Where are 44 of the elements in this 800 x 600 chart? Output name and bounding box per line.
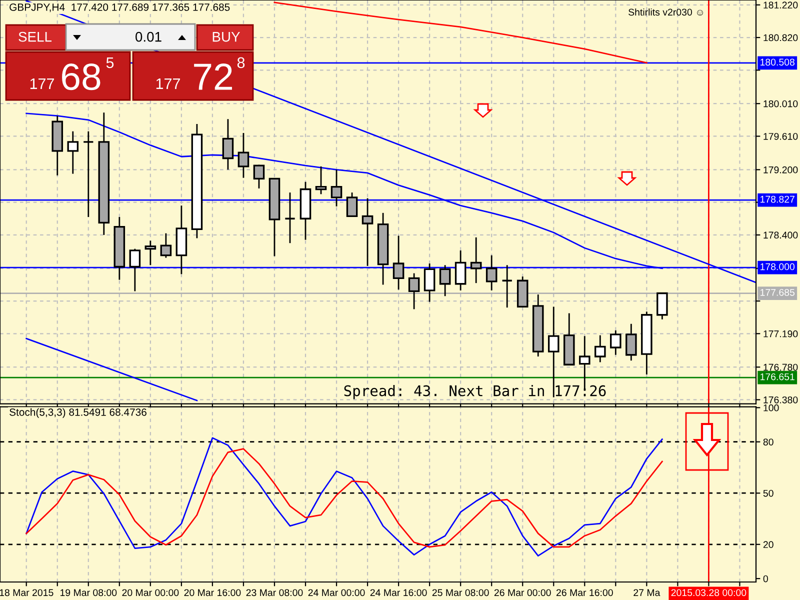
ref-line-label: 177.685 [760, 288, 795, 296]
y-tick-label: 176.780 [764, 364, 798, 371]
annotation: Shtirlits v2r030 ☺ [628, 8, 703, 16]
y-tick-label: 180.820 [764, 34, 798, 42]
y-tick-label: 0 [763, 575, 768, 582]
y-tick-label: 178.400 [764, 232, 798, 239]
y-tick-label: 50 [763, 490, 774, 497]
y-tick-label: 177.190 [764, 330, 798, 338]
annotation: 177 [30, 78, 54, 89]
x-tick-label: 20 Mar 00:00 [122, 589, 179, 596]
y-tick-label: 100 [764, 404, 779, 412]
x-tick-label: 19 Mar 08:00 [60, 589, 117, 596]
x-tick-label: 23 Mar 08:00 [246, 589, 303, 596]
annotation: SELL [18, 32, 52, 42]
annotation: 72 [194, 64, 232, 90]
x-tick-label: 20 Mar 16:00 [184, 589, 241, 596]
ref-line-label: 180.508 [760, 58, 794, 66]
y-tick-label: 20 [763, 541, 774, 548]
annotation: 68 [62, 64, 100, 90]
y-tick-label: 179.610 [764, 132, 798, 140]
annotation: 8 [237, 57, 245, 68]
x-tick-label: 24 Mar 00:00 [308, 589, 365, 596]
ref-line-label: 178.000 [760, 263, 795, 270]
ref-line-label: 178.827 [760, 196, 794, 203]
ref-line-label: 176.651 [760, 373, 794, 380]
annotation: 5 [106, 57, 114, 68]
annotation: BUY [212, 32, 240, 42]
chart-title: GBPJPY,H4 177.420 177.689 177.365 177.685 [10, 4, 230, 12]
annotation: 177 [156, 78, 180, 89]
y-tick-label: 181.220 [764, 2, 798, 9]
x-tick-label: 26 Mar 00:00 [494, 589, 551, 596]
annotation: 0.01 [136, 32, 162, 42]
x-tick-label: 24 Mar 16:00 [370, 589, 427, 596]
y-tick-label: 176.380 [764, 396, 798, 404]
x-tick-label: 18 Mar 2015 [0, 589, 54, 596]
y-tick-label: 179.200 [764, 166, 798, 174]
y-tick-label: 80 [763, 438, 774, 446]
annotation: Spread: 43. Next Bar in 177:26 [344, 384, 606, 400]
chart-title: Stoch(5,3,3) 81.5491 68.4736 [10, 408, 146, 418]
x-tick-label: 26 Mar 16:00 [556, 589, 613, 596]
y-tick-label: 180.010 [764, 100, 798, 108]
x-tick-label: 2015.03.28 00:00 [671, 589, 746, 596]
x-tick-label: 25 Mar 08:00 [432, 589, 489, 596]
x-tick-label: 27 Ma [634, 589, 660, 596]
